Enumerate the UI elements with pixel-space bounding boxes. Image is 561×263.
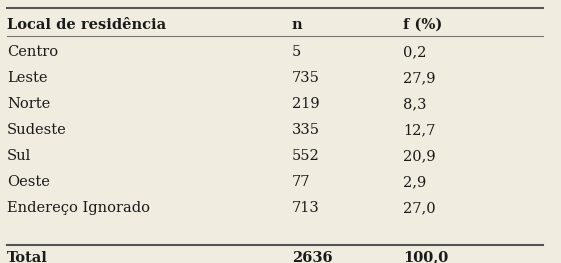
Text: 713: 713 bbox=[292, 201, 319, 215]
Text: f (%): f (%) bbox=[403, 18, 443, 32]
Text: Local de residência: Local de residência bbox=[7, 18, 166, 32]
Text: 27,9: 27,9 bbox=[403, 71, 436, 85]
Text: 5: 5 bbox=[292, 45, 301, 59]
Text: 8,3: 8,3 bbox=[403, 97, 427, 111]
Text: 27,0: 27,0 bbox=[403, 201, 436, 215]
Text: 2,9: 2,9 bbox=[403, 175, 426, 189]
Text: 100,0: 100,0 bbox=[403, 250, 449, 263]
Text: 0,2: 0,2 bbox=[403, 45, 427, 59]
Text: 335: 335 bbox=[292, 123, 320, 137]
Text: 552: 552 bbox=[292, 149, 319, 163]
Text: Oeste: Oeste bbox=[7, 175, 50, 189]
Text: Norte: Norte bbox=[7, 97, 50, 111]
Text: 219: 219 bbox=[292, 97, 319, 111]
Text: 77: 77 bbox=[292, 175, 310, 189]
Text: 20,9: 20,9 bbox=[403, 149, 436, 163]
Text: Leste: Leste bbox=[7, 71, 48, 85]
Text: n: n bbox=[292, 18, 302, 32]
Text: Sudeste: Sudeste bbox=[7, 123, 67, 137]
Text: Endereço Ignorado: Endereço Ignorado bbox=[7, 201, 150, 215]
Text: Total: Total bbox=[7, 250, 48, 263]
Text: Sul: Sul bbox=[7, 149, 31, 163]
Text: 12,7: 12,7 bbox=[403, 123, 436, 137]
Text: Centro: Centro bbox=[7, 45, 58, 59]
Text: 2636: 2636 bbox=[292, 250, 332, 263]
Text: 735: 735 bbox=[292, 71, 320, 85]
